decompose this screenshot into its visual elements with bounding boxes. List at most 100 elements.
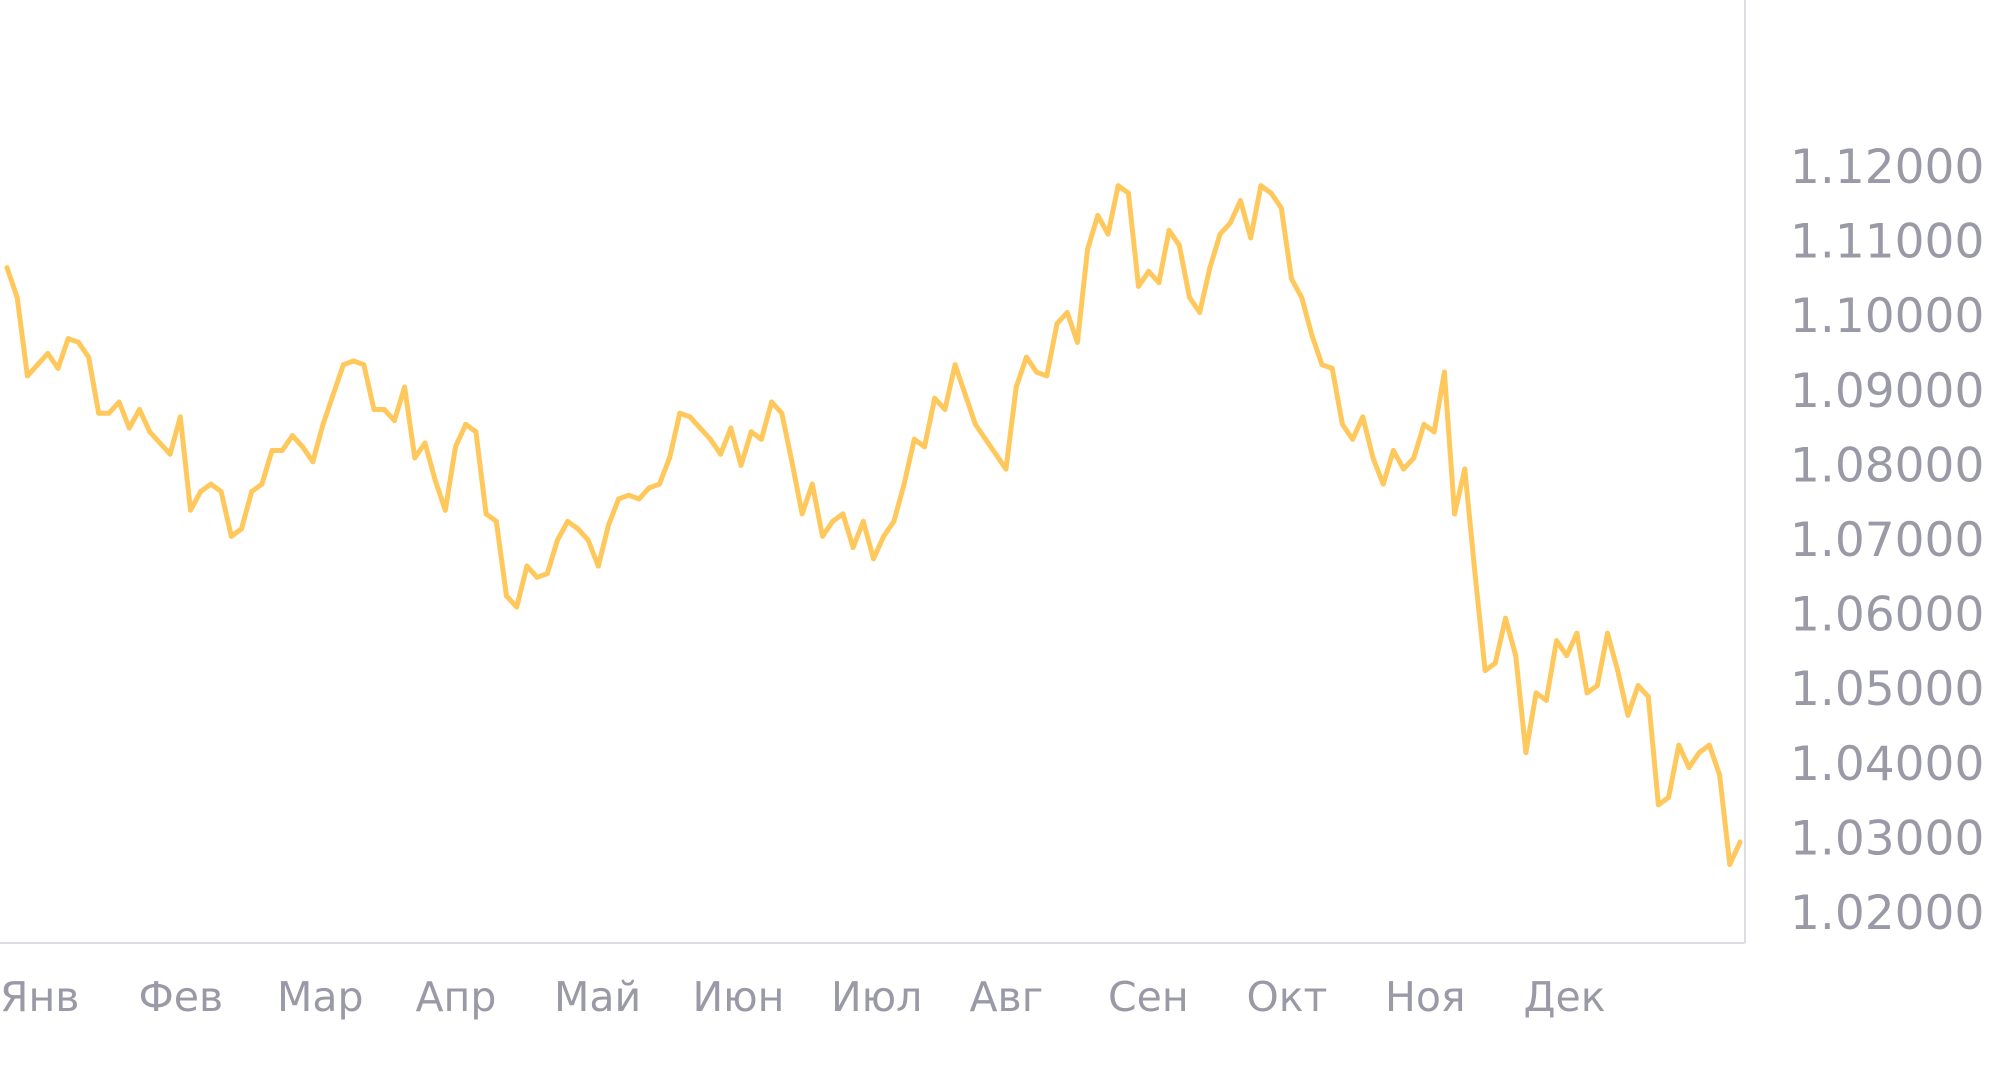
- data-point: [1074, 339, 1080, 345]
- data-point: [493, 518, 499, 524]
- x-tick-label: Дек: [1524, 973, 1606, 1021]
- data-point: [901, 481, 907, 487]
- data-point: [147, 429, 153, 435]
- data-point: [1564, 653, 1570, 659]
- data-point: [1136, 283, 1141, 289]
- data-point: [769, 399, 775, 405]
- data-point: [1635, 683, 1641, 688]
- data-point: [595, 563, 601, 569]
- data-point: [1044, 373, 1050, 379]
- data-point: [677, 410, 683, 416]
- data-point: [320, 421, 326, 427]
- data-point: [1645, 694, 1651, 700]
- data-point: [646, 485, 652, 491]
- data-point: [402, 384, 408, 390]
- x-tick-label: Май: [554, 973, 641, 1021]
- data-point: [300, 444, 306, 450]
- data-point: [1064, 310, 1070, 315]
- data-point: [748, 429, 754, 435]
- data-point: [1125, 190, 1131, 196]
- data-point: [1441, 369, 1447, 375]
- data-point: [871, 556, 876, 562]
- data-point: [1615, 668, 1621, 674]
- data-point: [1676, 742, 1682, 748]
- data-point: [718, 451, 724, 457]
- data-point: [993, 451, 999, 457]
- y-tick-label: 1.06000: [1790, 588, 1984, 643]
- data-point: [228, 533, 234, 539]
- data-point: [177, 414, 183, 420]
- data-point: [983, 436, 989, 442]
- data-point: [1431, 429, 1437, 435]
- data-point: [1666, 794, 1672, 800]
- data-point: [1350, 436, 1356, 442]
- x-tick-label: Окт: [1247, 973, 1328, 1021]
- data-point: [789, 459, 795, 465]
- data-point: [820, 533, 825, 539]
- data-point: [1299, 295, 1305, 300]
- data-point: [473, 429, 479, 435]
- data-point: [1003, 466, 1009, 472]
- data-point: [1533, 690, 1539, 696]
- data-point: [188, 507, 193, 513]
- data-point: [340, 362, 346, 368]
- data-point: [279, 448, 285, 453]
- data-point: [157, 440, 163, 446]
- data-point: [758, 436, 764, 442]
- data-point: [1023, 354, 1029, 360]
- data-point: [575, 526, 581, 532]
- data-point: [198, 489, 204, 494]
- data-point: [1727, 862, 1733, 867]
- x-tick-label: Янв: [0, 973, 79, 1021]
- y-tick-label: 1.12000: [1790, 140, 1984, 195]
- x-tick-label: Мар: [277, 973, 364, 1021]
- data-point: [1523, 750, 1529, 756]
- data-point: [738, 462, 744, 468]
- y-axis-ticks: 1.12000 1.11000 1.10000 1.09000 1.08000 1.070…: [1790, 140, 1984, 941]
- data-point: [534, 574, 540, 580]
- data-point: [779, 410, 785, 416]
- data-point: [14, 295, 20, 300]
- data-point: [86, 354, 92, 360]
- data-point: [432, 477, 438, 483]
- data-point: [412, 455, 418, 461]
- y-tick-label: 1.02000: [1790, 886, 1984, 941]
- data-point: [1238, 198, 1243, 204]
- y-tick-label: 1.11000: [1790, 215, 1984, 270]
- data-point: [1696, 750, 1702, 756]
- data-point: [606, 522, 611, 528]
- y-tick-label: 1.09000: [1790, 364, 1984, 419]
- data-point: [728, 425, 734, 431]
- data-point: [585, 537, 591, 543]
- data-point: [1543, 697, 1549, 703]
- data-point: [1319, 362, 1325, 368]
- x-tick-label: Фев: [139, 973, 224, 1021]
- data-point: [667, 455, 673, 461]
- data-point: [1054, 321, 1060, 327]
- data-point: [616, 496, 622, 502]
- data-point: [1574, 630, 1580, 636]
- data-point: [1085, 246, 1091, 252]
- data-point: [962, 392, 968, 397]
- data-point: [1380, 481, 1386, 487]
- data-point: [881, 533, 887, 539]
- data-point: [1339, 421, 1345, 427]
- data-point: [707, 436, 713, 442]
- data-point: [555, 537, 560, 543]
- series-points: [4, 183, 1743, 867]
- data-point: [1706, 742, 1712, 748]
- data-point: [65, 336, 71, 342]
- data-point: [1329, 365, 1335, 371]
- data-point: [656, 481, 662, 487]
- data-point: [218, 489, 224, 494]
- data-point: [1248, 235, 1254, 241]
- data-point: [565, 518, 571, 524]
- x-tick-label: Июл: [831, 973, 922, 1021]
- data-point: [310, 459, 316, 465]
- data-point: [422, 440, 428, 446]
- data-point: [1187, 295, 1192, 300]
- data-point: [850, 545, 856, 550]
- data-point: [96, 410, 102, 416]
- data-point: [840, 511, 846, 517]
- data-point: [1411, 455, 1417, 461]
